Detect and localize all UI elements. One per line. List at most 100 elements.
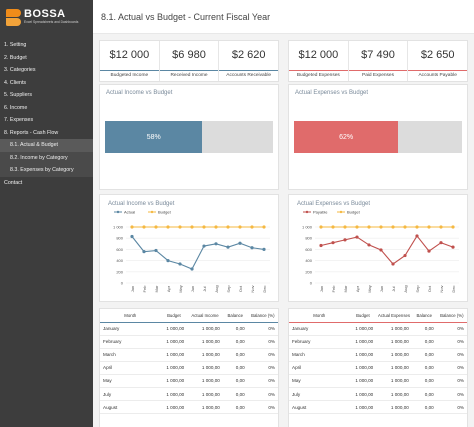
sidebar-nav: 1. Setting 2. Budget 3. Categories 4. Clien… (0, 39, 93, 189)
sidebar-item-8[interactable]: 8. Reports - Cash Flow (4, 129, 59, 136)
table-cell: 1 000,00 (376, 335, 412, 349)
data-point-budget (367, 225, 371, 229)
expenses-progress-fill: 62% (294, 121, 399, 153)
table-cell: May (289, 374, 350, 388)
page-header: 8.1. Actual vs Budget - Current Fiscal Y… (93, 0, 474, 34)
table-cell: 1 000,00 (376, 361, 412, 375)
sidebar-item-1[interactable]: 1. Setting (4, 42, 27, 48)
sidebar-item-12[interactable]: Contact (4, 179, 23, 186)
sidebar-item-2[interactable]: 2. Budget (4, 54, 27, 61)
brand-name: BOSSA (24, 8, 66, 20)
sidebar-item-10[interactable]: 8.2. Income by Category (0, 151, 93, 164)
table-cell: May (100, 374, 161, 388)
data-point-actual (226, 245, 230, 249)
x-tick-label: Mar (343, 285, 348, 293)
table-cell: 0,00 (411, 361, 437, 375)
expenses-table-header: Month Budget Actual Expenses Balance Balance… (289, 309, 467, 323)
income-progress-fill: 58% (105, 121, 203, 153)
table-cell: January (289, 322, 350, 336)
data-point-budget (415, 225, 419, 229)
kpi-value: $12 000 (109, 49, 150, 61)
x-tick-label: Feb (142, 285, 147, 293)
kpi-divider (348, 70, 408, 71)
kpi-label: Budgeted Expenses (296, 73, 340, 78)
table-cell: August (100, 400, 161, 415)
expenses-kpi-panel: $12 000 Budgeted Expenses $7 490 Paid Expen… (288, 40, 468, 82)
table-cell: 1 000,00 (187, 348, 223, 362)
table-cell: 0% (247, 374, 278, 388)
kpi-label: Accounts Receivable (226, 73, 272, 78)
table-cell: 1 000,00 (376, 400, 412, 415)
table-cell: July (289, 387, 350, 402)
income-progress-title: Actual Income vs Budget (106, 90, 173, 96)
data-point-payable (355, 235, 359, 239)
data-point-actual (202, 244, 206, 248)
table-cell: 1 000,00 (160, 348, 188, 362)
table-cell: August (289, 400, 350, 415)
kpi-divider (159, 70, 219, 71)
kpis-income-card: $6 980 Received Income (158, 41, 219, 81)
table-cell: 1 000,00 (160, 387, 188, 402)
data-point-budget (319, 225, 323, 229)
y-tick-label: 400 (116, 258, 123, 263)
income-kpi-panel: $12 000 Budgeted Income $6 980 Received Inc… (99, 40, 279, 82)
sidebar-item-3[interactable]: 3. Categories (4, 67, 36, 73)
logo[interactable]: BOSSA Excel Spreadsheets and Dashboards (0, 0, 93, 34)
data-point-actual (154, 248, 158, 253)
column-header: Balance (%) (436, 309, 467, 323)
expenses-line-chart: Actual Expenses vs Budget Payable Budget 0 2… (297, 201, 459, 293)
table-row: August 1 000,00 1 000,00 0,00 0% (100, 400, 278, 415)
column-header: Balance (222, 309, 248, 323)
data-point-budget (154, 225, 158, 229)
table-row: July 1 000,00 1 000,00 0,00 0% (289, 387, 467, 402)
data-point-budget (178, 225, 182, 229)
table-row: March 1 000,00 1 000,00 0,00 0% (289, 348, 467, 362)
data-point-budget (427, 225, 431, 229)
x-tick-label: Jul (202, 286, 207, 291)
data-point-payable (415, 234, 419, 238)
x-tick-label: Oct (238, 285, 243, 292)
column-header: Month (100, 309, 161, 323)
data-point-budget (331, 225, 335, 229)
expenses-progress-panel: Actual Expenses vs Budget 62% (288, 84, 468, 190)
data-point-budget (391, 225, 395, 229)
x-tick-label: Jul (391, 286, 396, 291)
table-cell: 0,00 (222, 387, 248, 402)
income-line-chart: Actual Income vs Budget Actual Budget 0 200 4… (108, 201, 270, 293)
y-tick-label: 800 (116, 236, 123, 241)
expenses-table-panel: Month Budget Actual Expenses Balance Balance… (288, 308, 468, 427)
table-cell: 0% (436, 387, 467, 402)
data-point-budget (142, 225, 146, 229)
sidebar: BOSSA Excel Spreadsheets and Dashboards … (0, 0, 93, 427)
x-tick-label: Feb (331, 285, 336, 293)
sidebar-item-11[interactable]: 8.3. Expenses by Category (0, 164, 93, 177)
y-tick-label: 0 (121, 281, 124, 286)
table-cell: 0,00 (411, 335, 437, 349)
x-tick-label: Nov (439, 285, 444, 292)
table-row: January 1 000,00 1 000,00 0,00 0% (289, 322, 467, 336)
legend-label: Payable (313, 210, 328, 215)
table-row: February 1 000,00 1 000,00 0,00 0% (289, 335, 467, 349)
main-content: $12 000 Budgeted Income $6 980 Received Inc… (93, 34, 474, 427)
sidebar-item-6[interactable]: 6. Income (4, 104, 28, 111)
sidebar-item-7[interactable]: 7. Expenses (4, 117, 34, 123)
table-row: May 1 000,00 1 000,00 0,00 0% (100, 374, 278, 388)
data-point-actual (214, 242, 218, 246)
data-point-budget (190, 225, 194, 229)
table-cell: April (100, 361, 161, 375)
sidebar-item-4[interactable]: 4. Clients (4, 79, 27, 86)
table-cell: 1 000,00 (160, 374, 188, 388)
data-point-payable (391, 262, 395, 266)
table-cell: 0,00 (411, 374, 437, 388)
table-cell: 0% (436, 335, 467, 349)
sidebar-item-9[interactable]: 8.1. Actual & Budget (0, 139, 93, 152)
table-cell: 1 000,00 (349, 400, 377, 415)
y-tick-label: 0 (310, 281, 313, 286)
data-point-budget (166, 225, 170, 229)
table-cell: 0% (247, 400, 278, 415)
sidebar-item-5[interactable]: 5. Suppliers (4, 92, 32, 98)
column-header: Budget (160, 309, 188, 323)
table-cell: April (289, 361, 350, 375)
table-cell: January (100, 322, 161, 336)
y-tick-label: 200 (305, 269, 312, 274)
